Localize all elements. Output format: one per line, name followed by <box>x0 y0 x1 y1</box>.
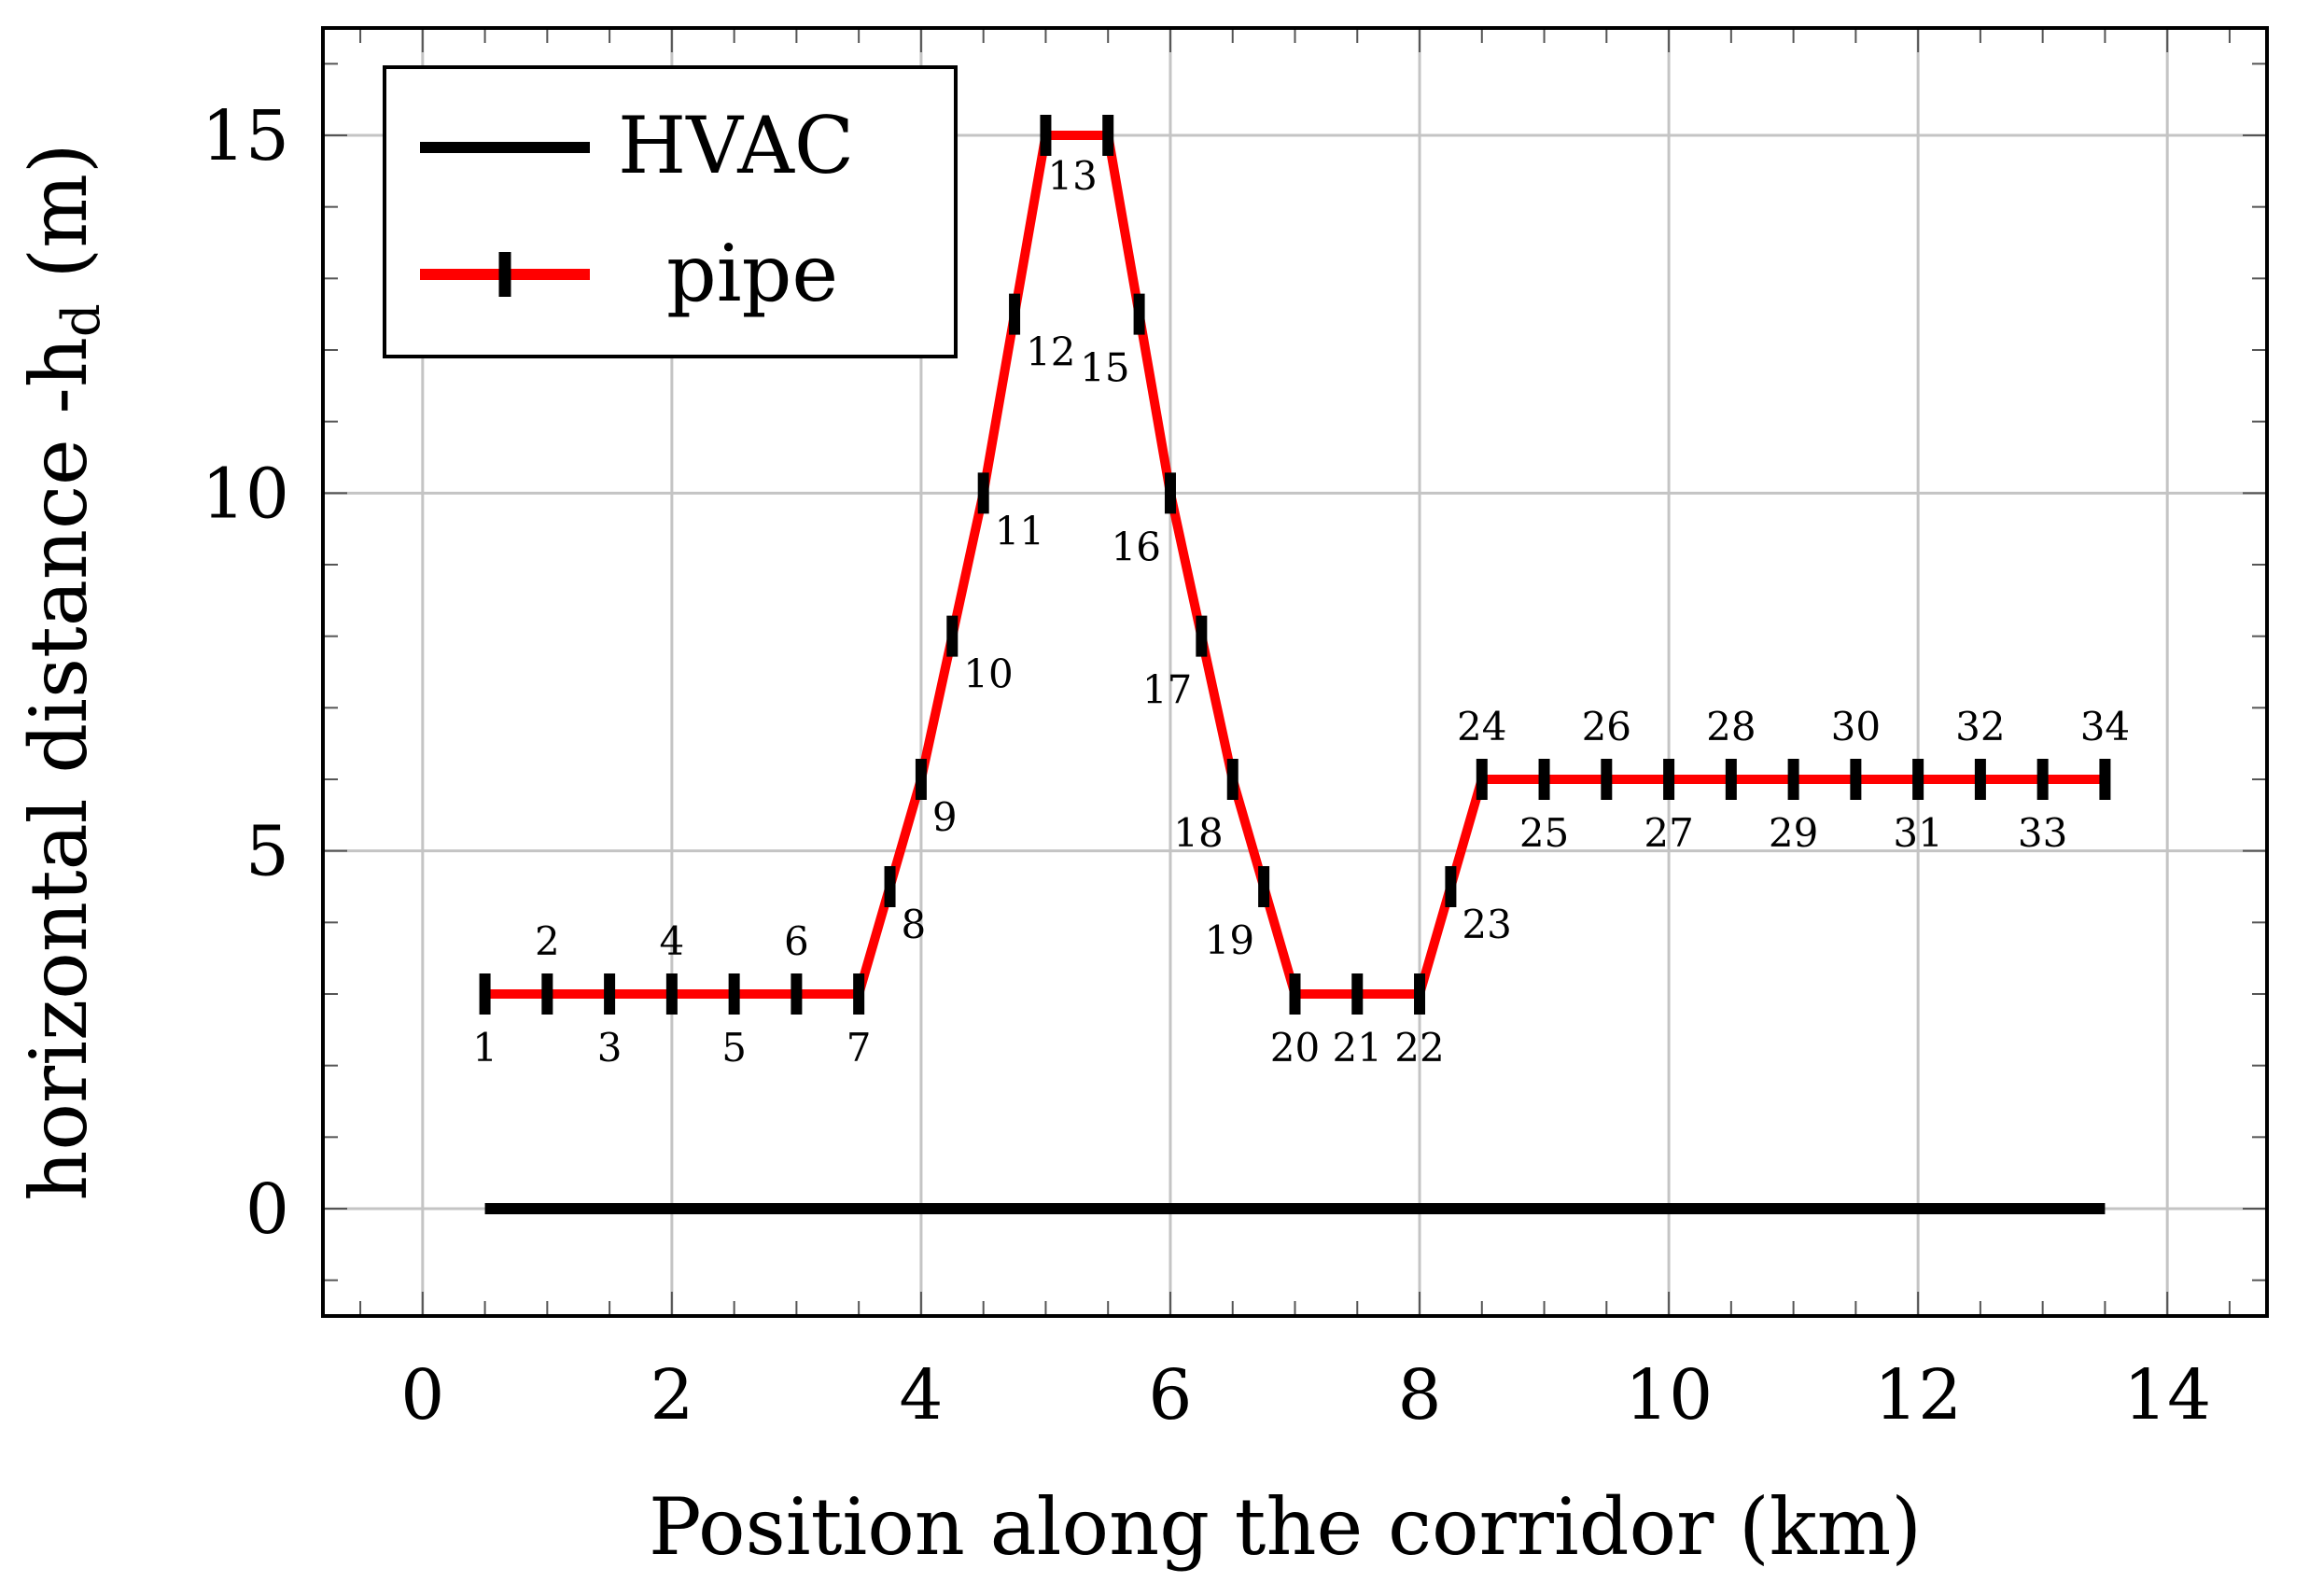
pipe-point-label: 27 <box>1644 810 1693 856</box>
pipe-point-label: 5 <box>721 1025 747 1071</box>
y-tick-label: 5 <box>245 812 289 892</box>
x-axis-label: Position along the corridor (km) <box>649 1481 1922 1573</box>
pipe-point-label: 13 <box>1047 153 1097 199</box>
pipe-point-label: 10 <box>963 651 1013 697</box>
pipe-point-label: 9 <box>932 794 958 840</box>
y-tick-label: 15 <box>202 96 289 176</box>
legend-pipe-label: pipe <box>666 228 838 319</box>
pipe-point-label: 6 <box>784 918 809 964</box>
legend-hvac-label: HVAC <box>618 100 854 191</box>
pipe-point-label: 29 <box>1769 810 1818 856</box>
pipe-point-label: 11 <box>995 508 1044 553</box>
pipe-point-label: 32 <box>1955 704 2005 749</box>
x-tick-label: 12 <box>1874 1355 1962 1435</box>
pipe-point-label: 17 <box>1142 667 1192 713</box>
pipe-point-label: 24 <box>1457 704 1506 749</box>
pipe-point-label: 22 <box>1394 1025 1444 1071</box>
plot-frame <box>321 26 2269 1318</box>
pipe-point-label: 33 <box>2018 810 2067 856</box>
x-tick-label: 6 <box>1148 1355 1192 1435</box>
pipe-point-label: 8 <box>902 902 927 947</box>
pipe-point-label: 28 <box>1706 704 1756 749</box>
pipe-point-label: 4 <box>660 918 685 964</box>
pipe-point-label: 3 <box>597 1025 623 1071</box>
y-tick-label: 0 <box>245 1169 289 1250</box>
pipe-line <box>484 131 2106 999</box>
pipe-point-label: 12 <box>1026 329 1075 375</box>
pipe-point-label: 1 <box>472 1025 497 1071</box>
pipe-point-label: 31 <box>1893 810 1942 856</box>
x-tick-label: 10 <box>1625 1355 1713 1435</box>
x-tick-labels: 0 2 4 6 8 10 12 14 <box>400 1355 2211 1435</box>
pipe-point-label: 21 <box>1333 1025 1382 1071</box>
minor-ticks <box>323 28 2267 1316</box>
pipe-point-label: 15 <box>1080 345 1129 391</box>
pipe-point-label: 25 <box>1519 810 1569 856</box>
x-tick-label: 0 <box>400 1355 444 1435</box>
y-tick-labels: 0 5 10 15 <box>202 96 289 1250</box>
pipe-point-label: 20 <box>1270 1025 1320 1071</box>
legend-box <box>383 65 958 358</box>
pipe-point-label: 7 <box>847 1025 872 1071</box>
y-axis-label-main: horizontal distance -h <box>13 337 105 1201</box>
y-axis-label-unit: (m) <box>13 143 105 303</box>
pipe-point-label: 26 <box>1582 704 1631 749</box>
x-tick-label: 4 <box>899 1355 943 1435</box>
x-tick-label: 2 <box>650 1355 693 1435</box>
y-axis-label-subscript: d <box>51 303 112 337</box>
x-tick-label: 8 <box>1397 1355 1441 1435</box>
y-tick-label: 10 <box>202 454 289 534</box>
pipe-point-label: 30 <box>1831 704 1881 749</box>
pipe-point-label: 34 <box>2080 704 2130 749</box>
pipe-point-label: 16 <box>1112 524 1161 569</box>
pipe-point-label: 2 <box>535 918 560 964</box>
pipe-point-label: 23 <box>1462 902 1511 947</box>
pipe-point-label: 18 <box>1173 810 1223 856</box>
y-axis-label: horizontal distance -hd (m) <box>13 143 112 1200</box>
pipe-point-label: 19 <box>1205 917 1254 963</box>
legend: HVAC pipe <box>383 65 958 358</box>
plot-series <box>479 115 2111 1214</box>
x-tick-label: 14 <box>2123 1355 2211 1435</box>
